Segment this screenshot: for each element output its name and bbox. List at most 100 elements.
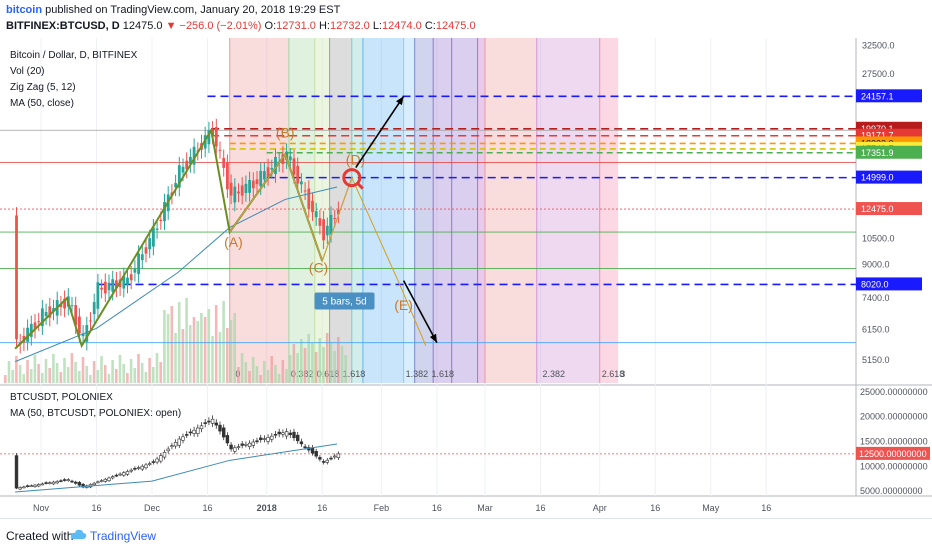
candle-body (226, 162, 229, 190)
candle-body (100, 287, 103, 290)
sub-candle-body (133, 468, 137, 470)
fib-ratio-label: 1.618 (432, 369, 455, 379)
volume-bar (274, 365, 277, 383)
volume-bar (181, 329, 185, 383)
volume-bar (226, 328, 229, 383)
candle-body (29, 323, 33, 337)
volume-bar (118, 355, 122, 383)
candle-body (337, 209, 340, 215)
sub-candle-body (40, 483, 45, 486)
sub-candle-body (59, 480, 63, 482)
time-axis: Nov 16 Dec 16 2018 16 Feb 16 Mar 16 Apr 16 May 16 (33, 503, 771, 513)
volume-bar (340, 346, 344, 383)
pattern-point-label: (D) (346, 151, 365, 167)
volume-bar (89, 375, 92, 383)
pattern-point-label: (B) (276, 124, 295, 140)
volume-bar (303, 348, 307, 383)
volume-bar (266, 370, 270, 383)
volume-bar (166, 314, 170, 383)
sub-candle-body (18, 487, 22, 490)
symbol-name[interactable]: BITFINEX:BTCUSD, D (6, 20, 120, 32)
volume-bar (189, 325, 192, 383)
candle-body (177, 165, 181, 188)
volume-bar (325, 333, 329, 383)
sub-candle-body (288, 432, 292, 435)
x-tick-label: 16 (650, 503, 660, 513)
candle-body (274, 157, 277, 175)
volume-bar (229, 320, 233, 383)
sub-y-tick-label: 10000.00000000 (860, 461, 928, 471)
volume-bar (270, 356, 273, 383)
volume-bar (78, 371, 81, 383)
sub-candle-body (229, 444, 233, 450)
sub-candle-body (218, 424, 222, 432)
candle-body (322, 219, 325, 241)
x-tick-label: 16 (202, 503, 212, 513)
tradingview-link[interactable]: TradingView (90, 529, 157, 543)
candle-body (270, 168, 274, 170)
volume-bar (307, 334, 310, 383)
volume-bar (52, 354, 55, 383)
volume-bar (26, 360, 29, 383)
y-tick-label: 6150.0 (862, 325, 890, 335)
sub-candle-body (62, 479, 67, 481)
price-tag-bg (856, 202, 922, 216)
candle-body (185, 160, 189, 170)
sub-candle-body (273, 433, 278, 436)
sub-y-tick-label: 25000.00000000 (860, 387, 928, 397)
sub-candle-body (199, 425, 204, 430)
volume-bar (11, 370, 14, 383)
volume-bar (214, 305, 218, 383)
candle-body (107, 282, 111, 291)
candle-body (126, 277, 129, 285)
fib-zone (485, 38, 537, 383)
sub-candle-body (70, 480, 74, 483)
sub-price-pane (0, 415, 856, 493)
price-axes: 32500.0 27500.0 10500.0 9000.0 7400.0 6150.0 5… (856, 41, 930, 496)
sub-candle-body (44, 482, 48, 484)
sub-candle-body (129, 469, 133, 472)
volume-bar (251, 357, 255, 383)
sub-candle-body (173, 442, 178, 447)
price-tag-bg (856, 145, 922, 159)
volume-bar (314, 352, 318, 383)
fib-ratio-label: 3 (620, 369, 625, 379)
fib-zone (477, 38, 485, 383)
sub-candle-body (118, 473, 122, 476)
sub-y-tick-label: 5000.00000000 (860, 486, 923, 496)
volume-bar (259, 375, 262, 383)
sub-legend-entry: MA (50, BTCUSDT, POLONIEX: open) (10, 408, 181, 419)
sub-candle-body (225, 435, 230, 444)
volume-bar (237, 367, 240, 383)
candle-body (78, 316, 81, 334)
volume-bar (329, 342, 333, 383)
candle-body (314, 211, 318, 218)
volume-bar (4, 375, 7, 383)
fib-zone (536, 38, 600, 383)
candle-body (111, 279, 115, 292)
candle-body (181, 166, 185, 173)
main-legend-entry: Zig Zag (5, 12) (10, 82, 76, 93)
volume-bar (288, 355, 292, 383)
volume-bar (48, 368, 51, 383)
candle-body (103, 281, 107, 294)
fib-zone (314, 38, 330, 383)
sub-candle-body (122, 472, 126, 476)
volume-bar (41, 373, 44, 383)
volume-bar (96, 370, 100, 383)
volume-bar (129, 359, 133, 383)
x-tick-label: Dec (144, 503, 161, 513)
main-legend-entry: Bitcoin / Dollar, D, BITFINEX (10, 50, 138, 61)
candle-body (140, 254, 144, 261)
candle-body (192, 146, 196, 165)
publisher-name[interactable]: bitcoin (6, 4, 43, 16)
created-with-label: Created with (6, 529, 74, 543)
up-arrow (355, 95, 405, 169)
sub-candle-body (29, 485, 33, 487)
volume-bar (29, 369, 33, 383)
volume-bar (300, 339, 303, 383)
volume-bar (70, 353, 74, 383)
sub-candle-body (329, 457, 333, 460)
